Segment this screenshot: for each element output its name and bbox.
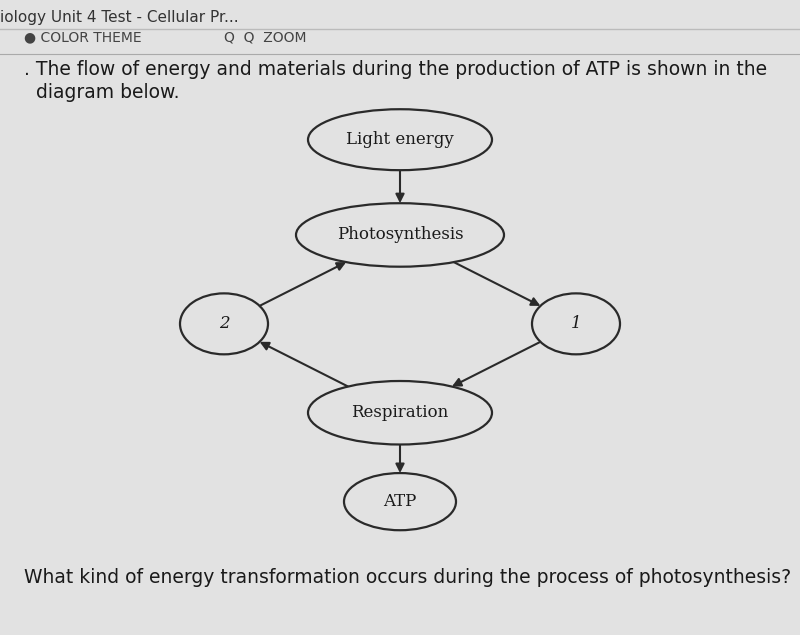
Text: ● COLOR THEME: ● COLOR THEME [24, 30, 142, 44]
Ellipse shape [344, 473, 456, 530]
Text: 1: 1 [570, 316, 582, 332]
Text: Photosynthesis: Photosynthesis [337, 227, 463, 243]
Text: . The flow of energy and materials during the production of ATP is shown in the: . The flow of energy and materials durin… [24, 60, 767, 79]
FancyArrowPatch shape [396, 444, 404, 471]
Text: 2: 2 [218, 316, 230, 332]
Text: diagram below.: diagram below. [24, 83, 179, 102]
Text: What kind of energy transformation occurs during the process of photosynthesis?: What kind of energy transformation occur… [24, 568, 791, 587]
Text: iology Unit 4 Test - Cellular Pr...: iology Unit 4 Test - Cellular Pr... [0, 10, 238, 25]
Text: Light energy: Light energy [346, 131, 454, 148]
FancyArrowPatch shape [396, 170, 404, 201]
FancyArrowPatch shape [454, 262, 538, 305]
Ellipse shape [296, 203, 504, 267]
Ellipse shape [308, 109, 492, 170]
Text: Respiration: Respiration [351, 404, 449, 421]
Ellipse shape [180, 293, 268, 354]
Text: Q  Q  ZOOM: Q Q ZOOM [224, 30, 306, 44]
Ellipse shape [308, 381, 492, 444]
Ellipse shape [532, 293, 620, 354]
FancyArrowPatch shape [259, 263, 344, 306]
FancyArrowPatch shape [454, 342, 541, 385]
Text: ATP: ATP [383, 493, 417, 510]
FancyArrowPatch shape [262, 343, 348, 387]
